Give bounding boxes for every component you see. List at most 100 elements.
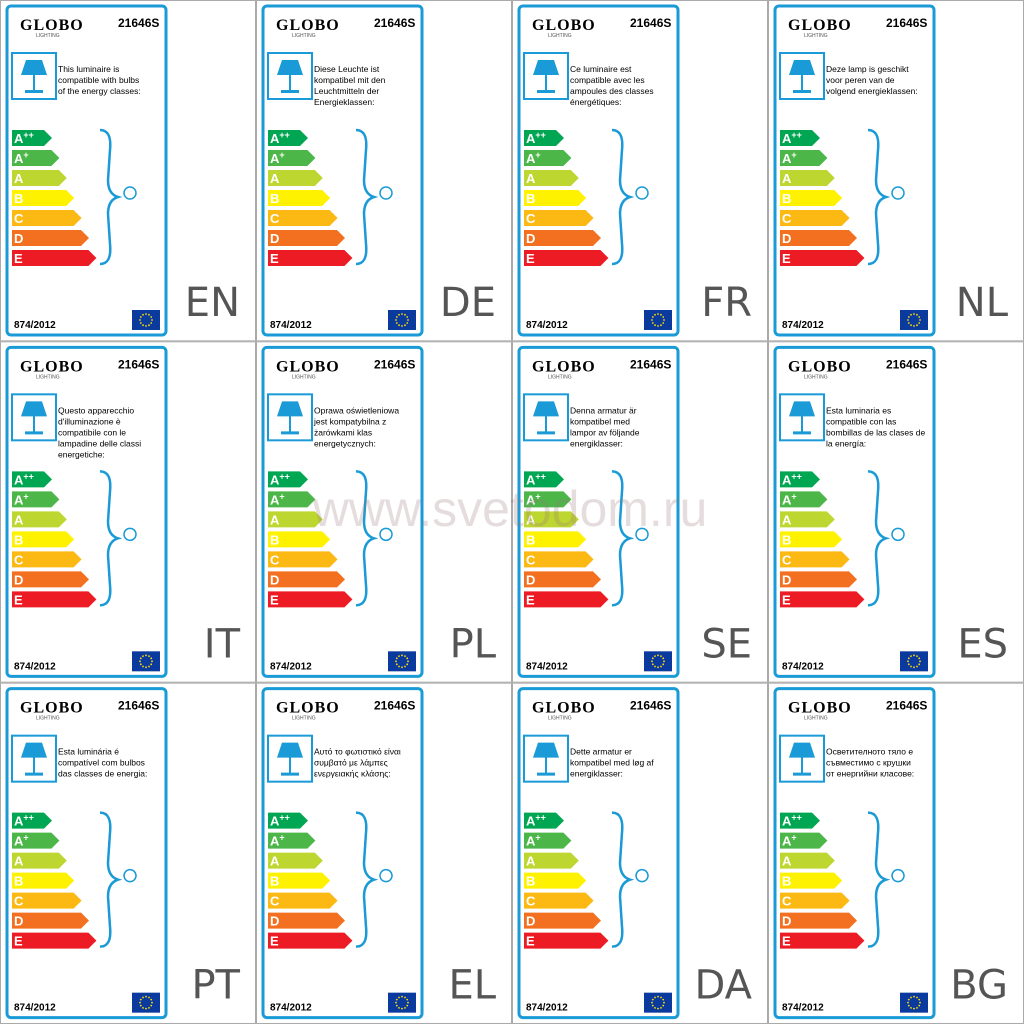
eu-flag — [900, 651, 928, 672]
class-letter: E — [526, 592, 535, 607]
class-letter: C — [782, 552, 792, 567]
brand: GLOBO — [276, 700, 340, 717]
lamp-icon — [277, 742, 303, 776]
eu-star — [662, 998, 665, 1001]
energy-class-arrow — [268, 852, 323, 869]
eu-star — [148, 324, 150, 327]
class-letter: D — [270, 231, 279, 246]
description-line: energiklasser: — [570, 769, 623, 779]
energy-class-label: A++ — [782, 130, 802, 146]
energy-class-arrow — [12, 852, 67, 869]
regulation: 874/2012 — [270, 320, 312, 331]
class-sup: ++ — [279, 471, 290, 481]
class-letter: A — [782, 171, 792, 186]
energy-class-arrow — [780, 932, 865, 949]
eu-star — [660, 1006, 662, 1009]
brace — [99, 811, 123, 948]
energy-class-arrow — [524, 491, 572, 508]
energy-class-arrow — [780, 230, 857, 246]
energy-class-label: A — [526, 854, 536, 869]
class-letter: D — [526, 572, 535, 587]
eu-star — [151, 660, 153, 663]
energy-class-label: A+ — [14, 833, 29, 849]
lamp-icon — [533, 742, 559, 776]
class-sup: + — [535, 150, 540, 160]
class-letter: A — [526, 814, 536, 829]
eu-star — [406, 663, 409, 666]
energy-class-label: D — [14, 572, 23, 587]
brand-sub: LIGHTING — [292, 716, 316, 722]
energy-class-arrow — [780, 591, 865, 608]
eu-star — [662, 322, 665, 324]
model: 21646S — [886, 16, 927, 30]
class-sup: ++ — [279, 813, 290, 823]
description-line: of the energy classes: — [58, 86, 141, 96]
eu-star — [907, 660, 909, 663]
class-letter: A — [14, 472, 24, 487]
energy-class-label: A — [14, 512, 24, 527]
class-letter: B — [782, 191, 791, 206]
lamp-icon — [789, 401, 815, 435]
eu-star — [651, 319, 653, 321]
energy-class-arrow — [780, 150, 828, 166]
eu-star — [401, 666, 403, 669]
class-sup: ++ — [279, 130, 290, 140]
eu-star — [150, 663, 153, 666]
language-code: IT — [204, 621, 241, 667]
class-letter: E — [270, 934, 279, 949]
description-line: Esta luminária é — [58, 747, 119, 757]
brand-sub: LIGHTING — [292, 374, 316, 380]
energy-class-arrow — [268, 471, 308, 488]
brand-sub: LIGHTING — [292, 33, 316, 39]
class-letter: A — [526, 131, 536, 146]
description-line: Dette armatur er — [570, 747, 632, 757]
class-sup: + — [279, 150, 284, 160]
energy-class-label: D — [782, 231, 791, 246]
eu-star — [651, 1004, 654, 1007]
brand-sub: LIGHTING — [36, 374, 60, 380]
class-sup: ++ — [791, 471, 802, 481]
class-letter: D — [526, 231, 535, 246]
energy-class-label: A+ — [270, 150, 285, 166]
energy-class-arrow — [12, 872, 75, 889]
energy-class-arrow — [268, 932, 353, 949]
regulation: 874/2012 — [526, 661, 568, 672]
regulation: 874/2012 — [782, 320, 824, 331]
energy-class-label: A+ — [526, 491, 541, 507]
eu-star — [150, 1004, 153, 1007]
class-letter: A — [782, 492, 792, 507]
eu-star — [395, 319, 397, 321]
eu-star — [919, 660, 921, 663]
description-line: Ce luminaire est — [570, 64, 632, 74]
eu-star — [910, 1006, 912, 1009]
brand: GLOBO — [276, 358, 340, 375]
brand-sub: LIGHTING — [804, 716, 828, 722]
description-line: żarówkami klas — [314, 427, 372, 437]
class-sup: ++ — [535, 813, 546, 823]
energy-class-label: A+ — [14, 491, 29, 507]
brace — [355, 128, 379, 266]
energy-class-arrow — [12, 170, 67, 186]
energy-class-label: A — [526, 512, 536, 527]
language-code: NL — [956, 280, 1009, 326]
description-line: energiklasser: — [570, 438, 623, 448]
regulation: 874/2012 — [526, 1003, 568, 1014]
energy-class-arrow — [12, 812, 52, 829]
eu-star — [654, 1006, 656, 1009]
energy-class-label: A++ — [526, 813, 546, 829]
model: 21646S — [886, 699, 927, 713]
energy-class-arrow — [524, 471, 564, 488]
class-letter: A — [14, 512, 24, 527]
class-letter: D — [782, 231, 791, 246]
class-letter: B — [526, 874, 535, 889]
description-line: d'illuminazione è — [58, 416, 121, 426]
class-sup: ++ — [23, 813, 34, 823]
class-letter: A — [526, 834, 536, 849]
energy-class-arrow — [268, 551, 338, 568]
eu-flag — [132, 992, 160, 1013]
energy-class-arrow — [268, 511, 323, 528]
eu-star — [913, 654, 915, 657]
brace — [99, 128, 123, 266]
class-letter: A — [782, 512, 792, 527]
